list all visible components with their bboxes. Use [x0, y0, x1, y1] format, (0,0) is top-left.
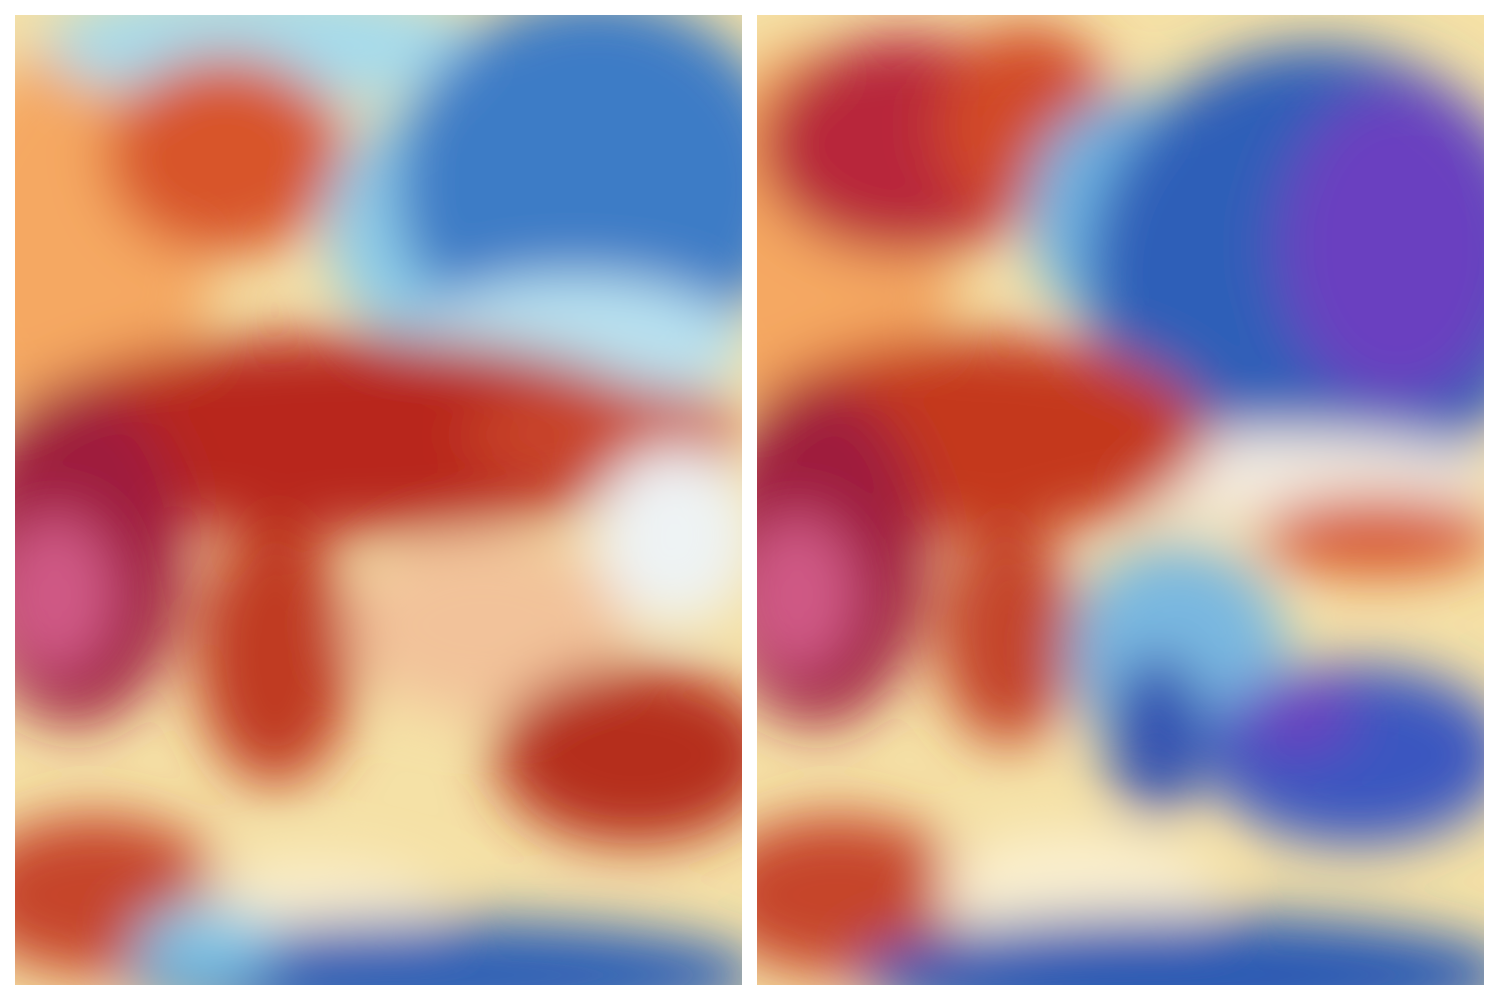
region: [937, 525, 1077, 745]
region: [595, 445, 742, 625]
temperature-field: [757, 25, 1484, 985]
right-map: [757, 15, 1484, 985]
region: [125, 920, 742, 985]
region: [195, 525, 355, 785]
region: [757, 815, 967, 975]
region: [857, 915, 1484, 985]
region: [1107, 655, 1207, 815]
region: [345, 535, 625, 715]
region: [757, 515, 857, 675]
region: [1257, 495, 1484, 575]
region: [15, 515, 115, 675]
region: [495, 665, 742, 845]
region: [1237, 675, 1357, 755]
region: [1277, 85, 1484, 405]
region: [105, 55, 345, 255]
left-map: [15, 15, 742, 985]
temperature-field: [15, 15, 742, 985]
region: [15, 335, 675, 535]
region: [135, 905, 275, 985]
